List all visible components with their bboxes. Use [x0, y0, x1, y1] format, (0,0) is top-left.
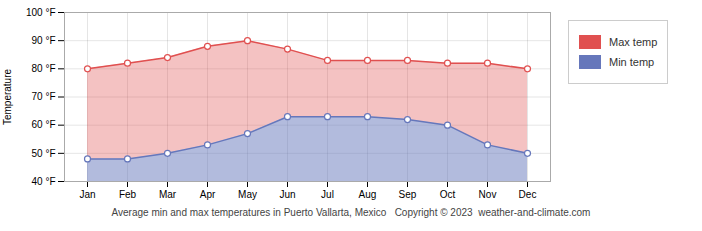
svg-text:Sep: Sep — [399, 189, 417, 200]
svg-text:May: May — [238, 189, 257, 200]
svg-text:Jun: Jun — [279, 189, 295, 200]
svg-text:Feb: Feb — [119, 189, 137, 200]
svg-text:Dec: Dec — [519, 189, 537, 200]
html-text:Max temp: Max temp — [609, 36, 658, 48]
svg-text:60 °F: 60 °F — [31, 119, 55, 130]
svg-text:100 °F: 100 °F — [26, 7, 56, 18]
html-text:Average min and max temperatur: Average min and max temperatures in Puer… — [111, 207, 591, 218]
svg-text:40 °F: 40 °F — [31, 176, 55, 187]
svg-text:80 °F: 80 °F — [31, 63, 55, 74]
svg-text:Nov: Nov — [479, 189, 497, 200]
svg-text:90 °F: 90 °F — [31, 35, 55, 46]
svg-text:70 °F: 70 °F — [31, 91, 55, 102]
svg-text:Mar: Mar — [159, 189, 177, 200]
svg-text:Oct: Oct — [440, 189, 456, 200]
svg-text:Temperature: Temperature — [2, 68, 13, 125]
html-text:Min temp: Min temp — [609, 56, 655, 68]
svg-text:Jul: Jul — [321, 189, 334, 200]
svg-text:Apr: Apr — [200, 189, 216, 200]
svg-text:50 °F: 50 °F — [31, 148, 55, 159]
svg-text:Jan: Jan — [79, 189, 95, 200]
svg-text:Aug: Aug — [359, 189, 377, 200]
